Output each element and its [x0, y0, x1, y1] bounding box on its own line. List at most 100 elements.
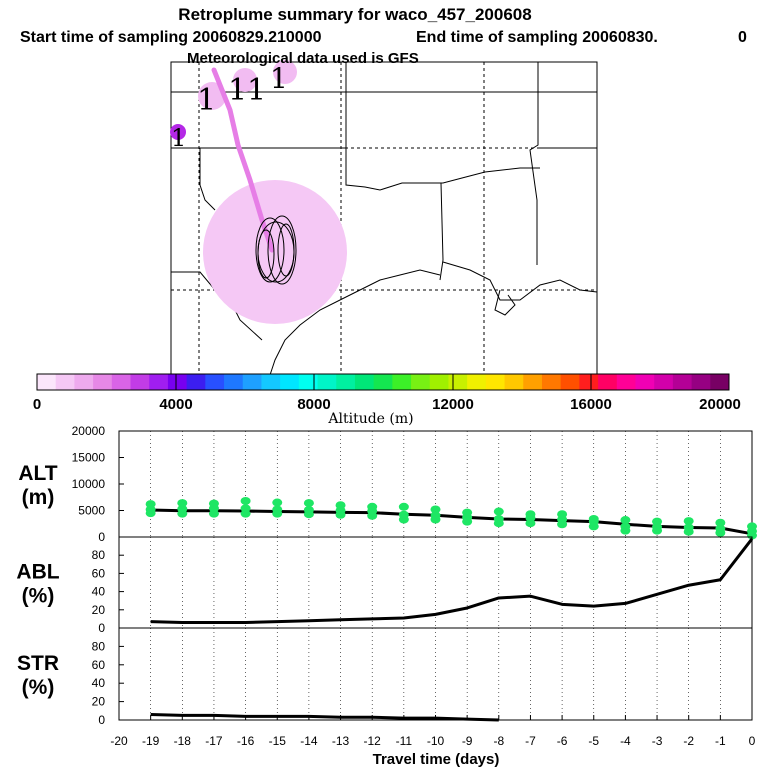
altitude-point — [430, 505, 441, 514]
altitude-point — [747, 522, 757, 531]
colorbar-swatch — [317, 374, 337, 390]
colorbar-label: Altitude (m) — [327, 411, 413, 427]
colorbar-swatch — [411, 374, 431, 390]
y-axis-label: ABL — [16, 561, 59, 584]
plume-footprint: 1 1 1 1 1 — [170, 60, 347, 324]
y-tick-label: 0 — [98, 621, 105, 635]
x-tick-label: -10 — [427, 734, 445, 748]
y-tick-label: 60 — [92, 566, 106, 580]
y-tick-label: 15000 — [72, 451, 106, 465]
altitude-point — [398, 510, 409, 519]
colorbar-swatch — [205, 374, 225, 390]
figure-title: Retroplume summary for waco_457_200608 — [178, 5, 531, 24]
x-tick-label: -4 — [620, 734, 631, 748]
contour-4 — [277, 223, 295, 277]
altitude-point — [493, 507, 504, 516]
y-tick-label: 20000 — [72, 424, 106, 438]
colorbar-tick-16000: 16000 — [570, 396, 612, 413]
altitude-point — [620, 522, 631, 531]
altitude-point — [303, 505, 314, 514]
colorbar-swatch — [354, 374, 375, 390]
altitude-point — [493, 514, 504, 523]
colorbar-tick-20000: 20000 — [699, 396, 741, 413]
colorbar-swatch — [485, 374, 506, 390]
y-tick-label: 20 — [92, 695, 106, 709]
altitude-point — [683, 523, 694, 532]
end-time-value: 0 — [738, 29, 747, 46]
colorbar-tick-0: 0 — [33, 396, 41, 413]
colorbar-swatch — [167, 374, 188, 390]
nm-border — [199, 148, 216, 211]
colorbar-swatch — [635, 374, 655, 390]
colorbar-swatch — [186, 374, 206, 390]
trajectory-marker-3: 1 — [247, 73, 266, 108]
x-tick-label: -15 — [269, 734, 287, 748]
colorbar-swatch — [373, 374, 393, 390]
colorbar-swatch — [672, 374, 693, 390]
series-line — [150, 712, 499, 722]
colorbar-swatch — [336, 374, 356, 390]
series-line — [150, 537, 754, 625]
x-tick-label: -3 — [652, 734, 663, 748]
colorbar-swatch — [392, 374, 412, 390]
colorbar-swatch — [280, 374, 300, 390]
colorbar-swatch — [691, 374, 711, 390]
colorbar-swatch — [111, 374, 132, 390]
y-axis-label: ALT — [18, 462, 57, 485]
altitude-point — [620, 516, 631, 525]
x-tick-label: -2 — [683, 734, 694, 748]
y-axis-label: STR — [17, 652, 59, 675]
colorbar-swatch — [523, 374, 543, 390]
altitude-point — [272, 498, 283, 507]
panel-alt: 0 5000 10000 15000 20000 ALT(m) — [18, 424, 757, 544]
altitude-point — [177, 504, 188, 513]
end-time-label: End time of sampling 20060830. — [416, 29, 658, 46]
y-axis-label: (%) — [22, 676, 55, 699]
contour-3 — [267, 215, 297, 285]
colorbar-swatch — [55, 374, 75, 390]
colorbar-swatch — [541, 374, 562, 390]
x-tick-label: -11 — [396, 734, 413, 748]
colorbar-swatch — [224, 374, 244, 390]
x-tick-label: 0 — [749, 734, 756, 748]
colorbar-swatch — [448, 374, 468, 390]
trajectory-marker-2: 1 — [228, 73, 247, 108]
y-tick-label: 40 — [92, 676, 106, 690]
time-series-panels: 05000100001500020000ALT(m)020406080ABL(%… — [16, 424, 757, 768]
colorbar-swatch — [579, 374, 599, 390]
colorbar-swatch — [149, 374, 169, 390]
contour-5 — [257, 229, 275, 279]
colorbar-swatch — [429, 374, 449, 390]
x-tick-label: -20 — [110, 734, 128, 748]
altitude-point — [208, 499, 219, 508]
x-tick-label: -12 — [364, 734, 382, 748]
red-river-border — [345, 148, 540, 191]
y-tick-label: 60 — [92, 658, 106, 672]
ms-river-border — [529, 62, 539, 265]
trajectory-marker-5: 1 — [171, 124, 186, 152]
x-tick-label: -13 — [332, 734, 350, 748]
colorbar-tick-4000: 4000 — [159, 396, 192, 413]
met-data-label: Meteorological data used is GFS — [187, 50, 419, 67]
colorbar-swatch — [504, 374, 524, 390]
x-tick-label: -7 — [525, 734, 536, 748]
plume-track — [211, 67, 275, 253]
altitude-point — [588, 514, 599, 523]
colorbar-swatch — [74, 374, 94, 390]
y-tick-label: 20 — [92, 603, 106, 617]
ms-delta — [494, 289, 516, 316]
colorbar-swatch — [130, 374, 150, 390]
contour-1 — [255, 217, 285, 283]
y-axis-label: (%) — [22, 585, 55, 608]
colorbar-swatch — [616, 374, 636, 390]
x-tick-label: -19 — [142, 734, 160, 748]
plume-receptor-area — [203, 180, 347, 324]
series-line — [150, 508, 753, 536]
x-tick-label: -17 — [205, 734, 223, 748]
colorbar-swatch — [261, 374, 281, 390]
altitude-point — [335, 501, 346, 510]
y-tick-label: 40 — [92, 585, 106, 599]
y-tick-label: 10000 — [72, 477, 106, 491]
y-tick-label: 0 — [98, 530, 105, 544]
